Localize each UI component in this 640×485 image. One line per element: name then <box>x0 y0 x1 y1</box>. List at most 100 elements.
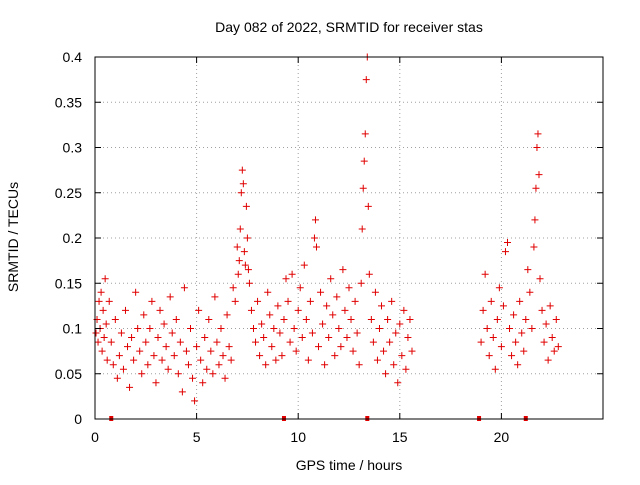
data-point <box>388 297 396 305</box>
data-point <box>288 270 296 278</box>
data-point <box>211 293 219 301</box>
data-point <box>530 243 538 251</box>
data-point <box>187 325 195 332</box>
y-axis-label: SRMTID / TECUs <box>5 182 21 292</box>
data-point <box>353 329 361 337</box>
data-point <box>266 311 274 319</box>
data-point <box>227 356 235 364</box>
data-point <box>499 302 507 310</box>
data-point <box>524 266 532 274</box>
data-point <box>189 374 197 382</box>
y-tick-label: 0.15 <box>55 275 82 291</box>
data-point <box>512 338 520 346</box>
data-point <box>506 325 514 332</box>
data-point <box>221 374 229 382</box>
data-point <box>128 334 136 342</box>
data-point <box>191 397 199 405</box>
data-point <box>158 356 166 364</box>
data-point <box>308 329 316 337</box>
data-point <box>351 297 359 305</box>
data-point <box>522 315 530 323</box>
data-point <box>256 352 264 360</box>
data-point <box>176 338 184 346</box>
data-point <box>134 325 142 332</box>
y-tick-label: 0.4 <box>63 49 83 65</box>
data-point <box>528 325 536 332</box>
data-point <box>231 297 239 305</box>
data-point <box>540 338 548 346</box>
data-point <box>282 275 290 283</box>
data-point <box>546 302 554 310</box>
data-point <box>503 239 511 247</box>
data-point <box>298 334 306 342</box>
data-point <box>516 297 524 305</box>
data-point <box>240 248 248 256</box>
data-point <box>136 347 144 355</box>
data-point <box>119 365 127 373</box>
data-point <box>195 306 203 314</box>
y-tick-label: 0 <box>74 411 82 427</box>
data-point <box>302 315 310 323</box>
data-point <box>386 338 394 346</box>
data-point <box>520 347 528 355</box>
data-point <box>234 270 242 278</box>
data-point <box>495 284 503 292</box>
data-point <box>369 338 377 346</box>
data-point <box>335 325 343 332</box>
data-point <box>404 334 412 342</box>
x-tick-label: 0 <box>91 429 99 445</box>
data-point <box>514 361 522 369</box>
data-point <box>156 306 164 314</box>
data-point <box>180 284 188 292</box>
data-point <box>274 302 282 310</box>
data-point <box>243 234 251 242</box>
data-point <box>272 356 280 364</box>
data-point <box>390 361 398 369</box>
data-point <box>238 166 246 174</box>
data-point <box>487 297 495 305</box>
data-point <box>152 379 160 387</box>
data-point <box>373 356 381 364</box>
data-point <box>130 356 138 364</box>
data-point <box>396 320 404 328</box>
data-point <box>481 270 489 278</box>
data-point <box>382 370 390 378</box>
data-point <box>406 315 414 323</box>
data-point <box>362 76 370 84</box>
data-point <box>160 320 168 328</box>
data-point <box>233 243 241 251</box>
data-point <box>100 334 108 342</box>
data-point <box>533 144 541 151</box>
data-point <box>296 284 304 292</box>
data-point <box>270 325 278 332</box>
data-point <box>364 202 372 210</box>
data-point <box>162 343 170 351</box>
axis-ticks: 0 5 10 15 20 0 0.05 0.1 0.15 0.2 0.25 0.3 0.35 0.4 <box>55 49 603 445</box>
data-point <box>174 370 182 378</box>
data-point <box>215 361 223 369</box>
data-point <box>254 297 262 305</box>
data-point <box>138 370 146 378</box>
data-point <box>105 297 113 305</box>
data-point <box>197 356 205 364</box>
data-point <box>213 338 221 346</box>
data-point <box>235 257 243 265</box>
x-tick-label: 15 <box>392 429 408 445</box>
data-point <box>142 338 150 346</box>
data-point <box>531 216 539 224</box>
data-point <box>304 356 312 364</box>
data-point <box>217 325 225 332</box>
data-point <box>103 356 111 364</box>
data-point <box>310 234 318 242</box>
y-tick-label: 0.05 <box>55 366 82 382</box>
data-point <box>294 306 302 314</box>
data-point <box>268 343 276 351</box>
data-point <box>300 261 308 269</box>
y-tick-label: 0.35 <box>55 94 82 110</box>
data-point <box>97 288 105 296</box>
data-point <box>315 343 323 351</box>
data-point <box>94 338 102 346</box>
data-point <box>554 343 562 351</box>
data-point <box>306 297 314 305</box>
